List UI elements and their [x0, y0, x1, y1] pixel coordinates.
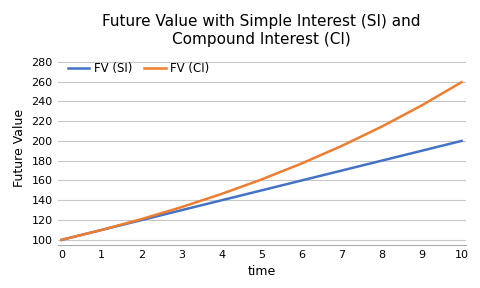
Line: FV (SI): FV (SI) [61, 141, 462, 240]
Legend: FV (SI), FV (CI): FV (SI), FV (CI) [63, 58, 215, 80]
FV (CI) [259, 178, 264, 181]
FV (CI) [419, 104, 424, 107]
FV (SI) [179, 209, 184, 212]
FV (CI) [59, 238, 64, 242]
FV (CI) [299, 162, 304, 165]
FV (SI) [299, 179, 304, 182]
FV (SI) [259, 189, 264, 192]
FV (SI) [59, 238, 64, 242]
FV (CI) [99, 228, 105, 232]
FV (CI) [219, 192, 225, 196]
FV (SI) [339, 169, 345, 172]
FV (SI) [419, 149, 424, 153]
FV (CI) [379, 125, 384, 128]
X-axis label: time: time [248, 265, 276, 278]
FV (SI) [139, 218, 144, 222]
FV (CI) [459, 80, 465, 84]
FV (CI) [339, 144, 345, 148]
FV (CI) [139, 217, 144, 221]
FV (SI) [99, 228, 105, 232]
Title: Future Value with Simple Interest (SI) and
Compound Interest (CI): Future Value with Simple Interest (SI) a… [102, 14, 421, 46]
FV (SI) [379, 159, 384, 162]
FV (SI) [219, 198, 225, 202]
FV (SI) [459, 139, 465, 143]
Y-axis label: Future Value: Future Value [13, 109, 26, 187]
Line: FV (CI): FV (CI) [61, 82, 462, 240]
FV (CI) [179, 205, 184, 209]
